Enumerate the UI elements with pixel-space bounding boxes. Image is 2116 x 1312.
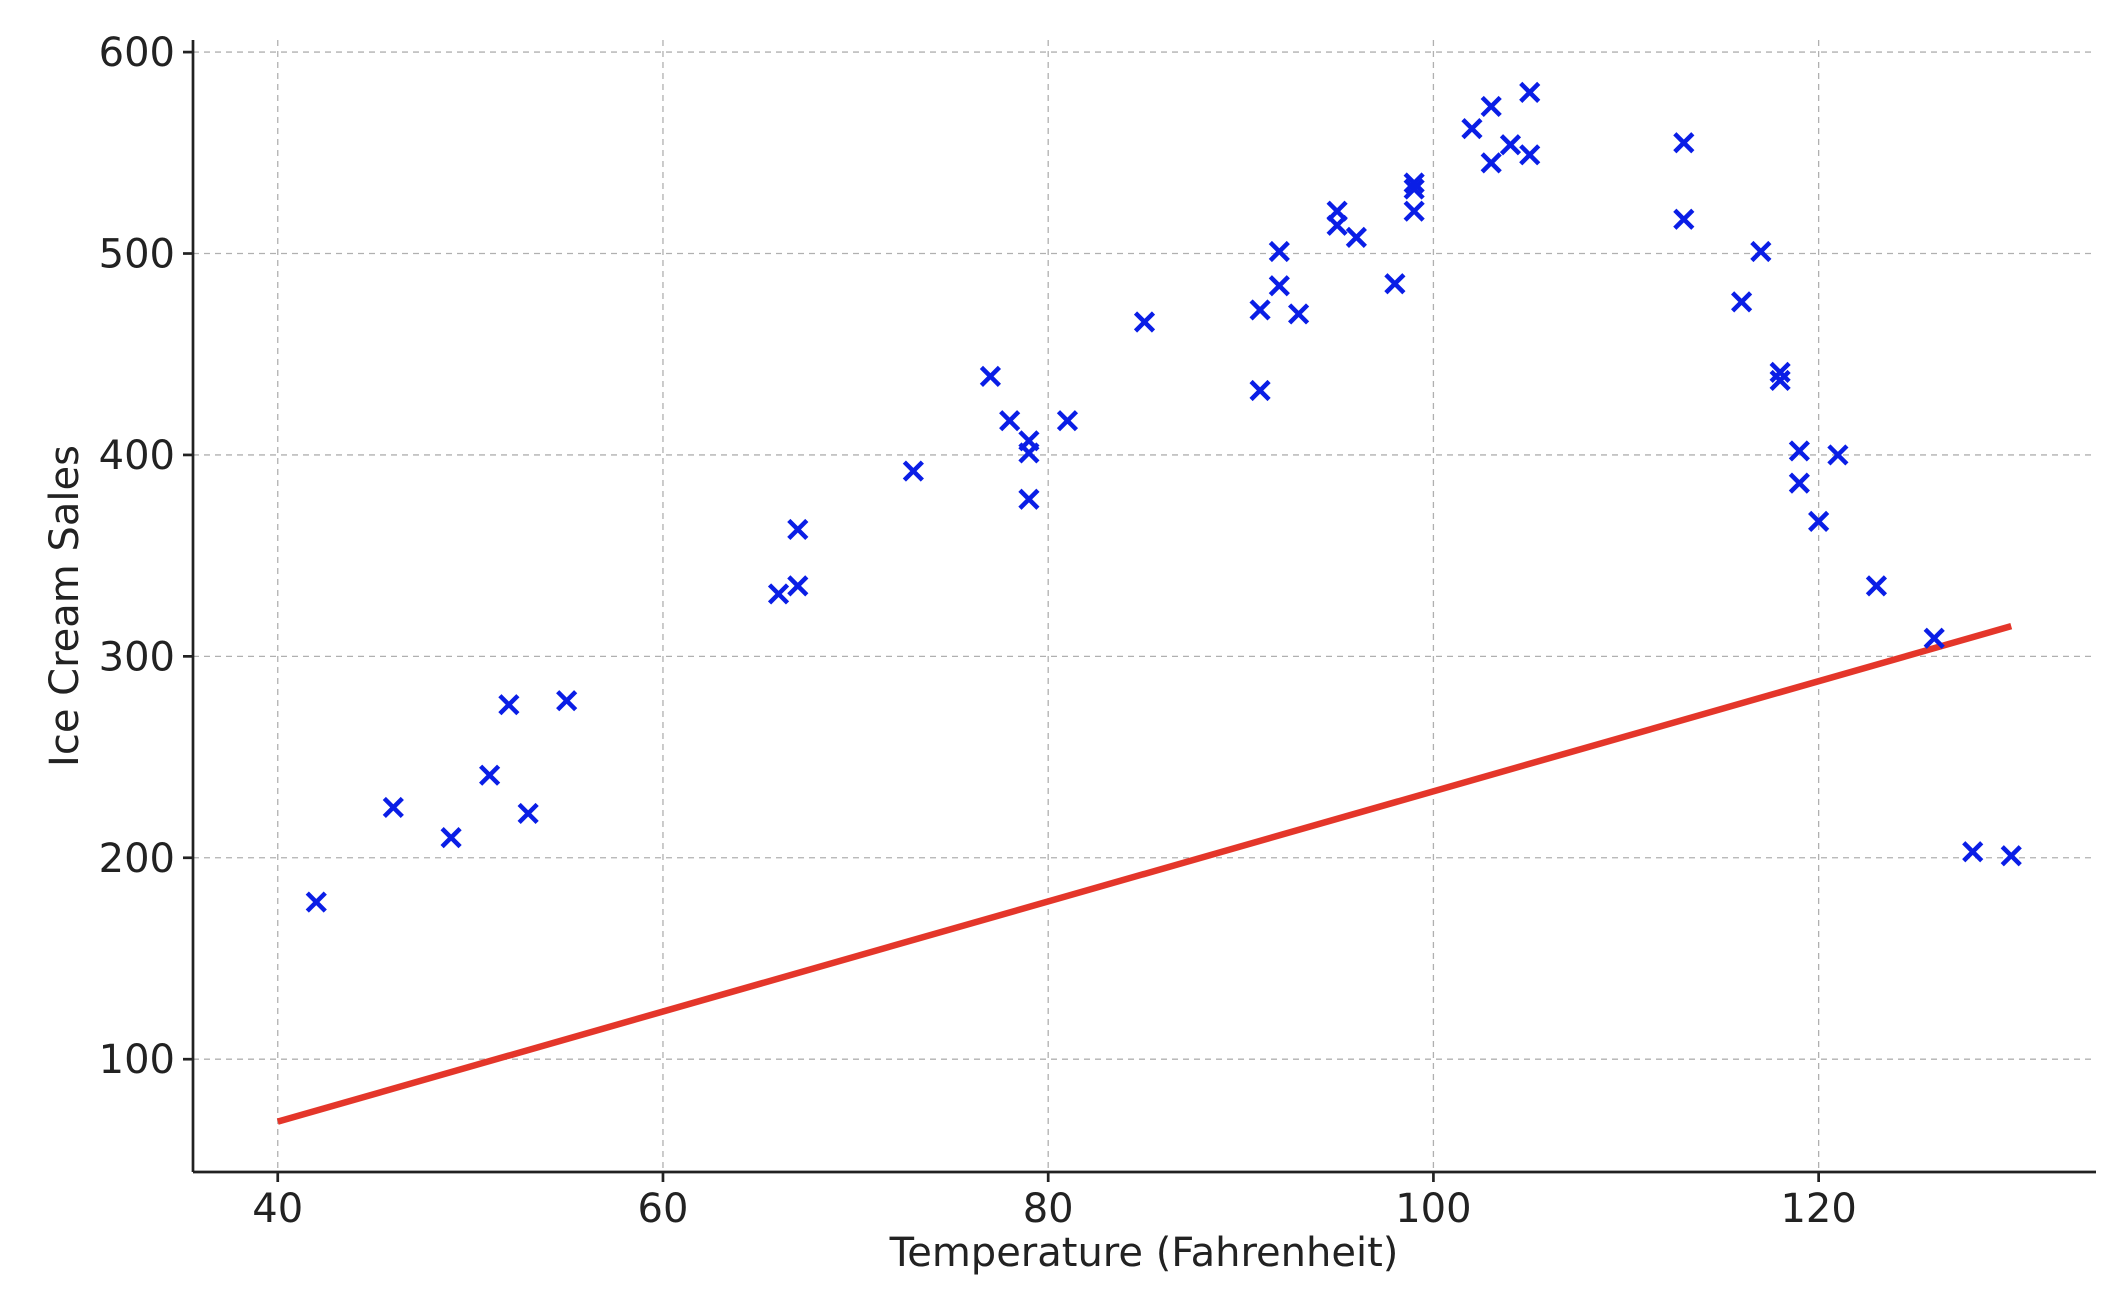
- x-tick-label: 60: [638, 1186, 689, 1232]
- data-point: [1133, 311, 1156, 333]
- scatter-points: [305, 81, 2022, 913]
- data-point: [1018, 442, 1040, 464]
- data-point: [787, 575, 809, 597]
- y-axis-label: Ice Cream Sales: [42, 445, 88, 767]
- data-point: [1962, 841, 1984, 863]
- data-point: [1769, 361, 1791, 383]
- x-tick-label: 100: [1395, 1186, 1471, 1232]
- data-point: [999, 410, 1021, 432]
- x-tick-label: 40: [252, 1186, 303, 1232]
- fit-line: [276, 623, 2013, 1125]
- data-point: [1788, 440, 1810, 462]
- data-point: [1345, 226, 1367, 248]
- y-tick-label: 200: [99, 836, 175, 882]
- data-point: [1056, 410, 1079, 432]
- data-point: [1673, 208, 1695, 230]
- data-point: [1480, 152, 1502, 174]
- data-point: [1923, 627, 1945, 649]
- data-point: [1326, 214, 1348, 236]
- data-point: [1268, 240, 1290, 263]
- x-tick-label: 80: [1023, 1186, 1074, 1232]
- data-point: [1384, 273, 1406, 295]
- data-point: [498, 694, 520, 716]
- data-point: [1499, 134, 1522, 156]
- data-point: [1769, 369, 1791, 391]
- x-axis-label: Temperature (Fahrenheit): [889, 1230, 1399, 1276]
- axes: [191, 40, 2096, 1174]
- y-axis-ticks: 100 200 300 400 500 600: [99, 30, 193, 1083]
- data-point: [517, 802, 539, 825]
- data-point: [1673, 132, 1695, 154]
- data-point: [979, 365, 1002, 387]
- data-point: [1403, 172, 1425, 194]
- data-point: [1018, 488, 1040, 510]
- y-tick-label: 400: [99, 433, 175, 479]
- data-point: [440, 827, 462, 849]
- data-point: [1403, 200, 1425, 222]
- data-point: [1865, 575, 1888, 597]
- data-point: [1519, 81, 1541, 103]
- y-tick-label: 300: [99, 634, 175, 680]
- data-point: [305, 891, 327, 913]
- data-point: [382, 796, 404, 819]
- data-point: [1480, 95, 1502, 118]
- data-point: [1731, 291, 1753, 313]
- data-point: [787, 518, 809, 541]
- data-point: [1461, 118, 1483, 140]
- data-point: [767, 583, 790, 605]
- data-point: [1827, 444, 1849, 466]
- data-point: [1808, 510, 1830, 532]
- y-tick-label: 500: [99, 232, 175, 278]
- data-point: [1519, 144, 1541, 166]
- data-point: [556, 690, 578, 712]
- data-point: [1403, 178, 1425, 200]
- data-point: [1268, 275, 1290, 297]
- data-point: [1249, 299, 1271, 321]
- fit-line-layer: [276, 623, 2013, 1125]
- data-point: [1788, 472, 1810, 494]
- y-tick-label: 600: [99, 30, 175, 76]
- data-point: [902, 460, 924, 482]
- x-tick-label: 120: [1780, 1186, 1856, 1232]
- x-axis-ticks: 40 60 80 100 120: [252, 1172, 1857, 1232]
- data-point: [1249, 379, 1271, 402]
- data-point: [1287, 303, 1310, 325]
- gridlines: [193, 40, 2096, 1172]
- data-point: [479, 764, 501, 786]
- y-tick-label: 100: [99, 1037, 175, 1083]
- data-point: [2000, 845, 2022, 867]
- data-point: [1750, 240, 1772, 263]
